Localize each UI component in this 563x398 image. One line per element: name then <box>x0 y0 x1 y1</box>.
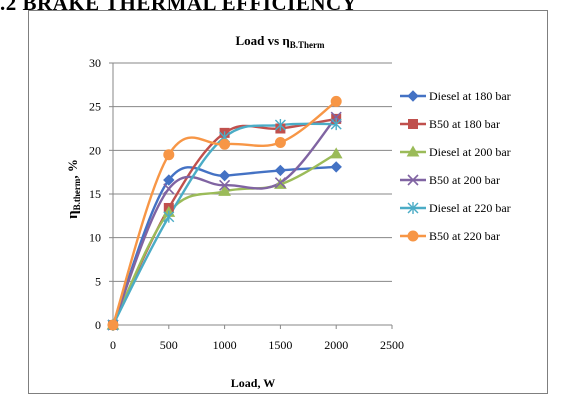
legend-swatch-marker-4 <box>407 174 419 186</box>
data-point-s6-1500 <box>274 136 286 148</box>
legend-label-3: Diesel at 200 bar <box>429 145 511 159</box>
data-point-s5-500 <box>163 210 175 223</box>
x-tick-label-2000: 2000 <box>324 338 348 352</box>
x-tick-label-500: 500 <box>160 338 178 352</box>
data-point-s6-500 <box>163 149 175 161</box>
y-tick-label-5: 5 <box>95 274 101 288</box>
series-line-6 <box>111 100 337 326</box>
legend-label-2: B50 at 180 bar <box>429 117 500 131</box>
legend-item-2: B50 at 180 bar <box>400 117 500 131</box>
data-point-s5-2000 <box>330 118 342 131</box>
data-point-s6-0 <box>107 319 119 331</box>
legend-swatch-marker-2 <box>408 119 418 129</box>
data-point-s1-2000 <box>330 161 342 173</box>
legend-item-1: Diesel at 180 bar <box>400 89 511 103</box>
data-point-s1-1000 <box>218 169 231 182</box>
gridlines <box>113 62 392 282</box>
data-point-s3-1000 <box>218 184 231 196</box>
chart-title: Load vs ηB.Therm <box>235 33 325 50</box>
series-line-3 <box>111 152 337 326</box>
series-lines <box>111 100 338 326</box>
chart-title-main: Load vs η <box>235 33 289 48</box>
y-axis-title: ηB.therm, % <box>65 159 82 219</box>
legend-label-5: Diesel at 220 bar <box>429 201 511 215</box>
legend-item-3: Diesel at 200 bar <box>400 145 511 159</box>
legend-swatch-marker-1 <box>407 90 419 102</box>
legend-item-6: B50 at 220 bar <box>400 229 500 243</box>
y-axis-label-unit: , % <box>65 159 80 179</box>
x-tick-label-0: 0 <box>110 338 116 352</box>
legend-label-4: B50 at 200 bar <box>429 173 500 187</box>
legend-item-5: Diesel at 220 bar <box>400 201 511 215</box>
legend: Diesel at 180 bar B50 at 180 bar Diesel at… <box>400 89 511 243</box>
legend-item-4: B50 at 200 bar <box>400 173 500 187</box>
legend-swatch-marker-4-stroke-b <box>407 174 419 186</box>
y-axis-label-symbol: η <box>65 210 81 219</box>
y-tick-label-25: 25 <box>89 100 101 114</box>
legend-swatch-marker-6 <box>407 230 419 242</box>
series-line-2 <box>111 117 337 326</box>
data-point-s4-500 <box>163 183 175 195</box>
data-point-s1-500 <box>163 174 175 186</box>
chart-title-subscript: B.Therm <box>290 40 325 50</box>
x-tick-label-1500: 1500 <box>268 338 292 352</box>
data-point-s1-1500 <box>274 164 287 177</box>
y-tick-label-10: 10 <box>89 231 101 245</box>
data-point-s6-1000 <box>219 138 231 150</box>
data-point-s5-1500 <box>274 119 286 132</box>
chart-frame: Load vs ηB.Therm 0 5 10 15 20 25 30 0 500 1000 150… <box>28 10 548 394</box>
y-axis-label-subscript: B.therm <box>72 178 82 210</box>
tick-labels: 0 5 10 15 20 25 30 0 500 1000 1500 2000 2500 <box>89 56 404 352</box>
x-axis-title: Load, W <box>231 376 275 390</box>
data-point-s4-1000 <box>219 179 231 191</box>
x-axis-label: Load, W <box>231 376 275 390</box>
legend-swatch-marker-5 <box>407 202 419 214</box>
series-markers <box>106 95 343 331</box>
y-tick-label-15: 15 <box>89 187 101 201</box>
series-line-1 <box>111 165 337 326</box>
data-point-s6-2000 <box>330 95 342 107</box>
y-tick-label-0: 0 <box>95 318 101 332</box>
axes <box>109 62 393 329</box>
legend-label-1: Diesel at 180 bar <box>429 89 511 103</box>
y-tick-label-30: 30 <box>89 56 101 70</box>
y-tick-label-20: 20 <box>89 143 101 157</box>
data-point-s4-1500 <box>274 177 286 189</box>
chart-svg: Load vs ηB.Therm 0 5 10 15 20 25 30 0 500 1000 150… <box>65 33 511 390</box>
svg-text:Load vs ηB.Therm: Load vs ηB.Therm <box>235 33 325 50</box>
x-tick-label-2500: 2500 <box>380 338 404 352</box>
svg-text:ηB.therm, %: ηB.therm, % <box>65 159 82 219</box>
legend-label-6: B50 at 220 bar <box>429 229 500 243</box>
data-point-s3-2000 <box>329 147 343 159</box>
data-point-s4-500-stroke-b <box>163 183 175 195</box>
series-line-5 <box>111 122 337 326</box>
data-point-s4-1000-stroke-b <box>219 179 231 191</box>
data-point-s4-1500-stroke-b <box>274 177 286 189</box>
series-line-4 <box>111 116 338 326</box>
x-tick-label-1000: 1000 <box>213 338 237 352</box>
legend-swatch-marker-3 <box>406 145 420 157</box>
